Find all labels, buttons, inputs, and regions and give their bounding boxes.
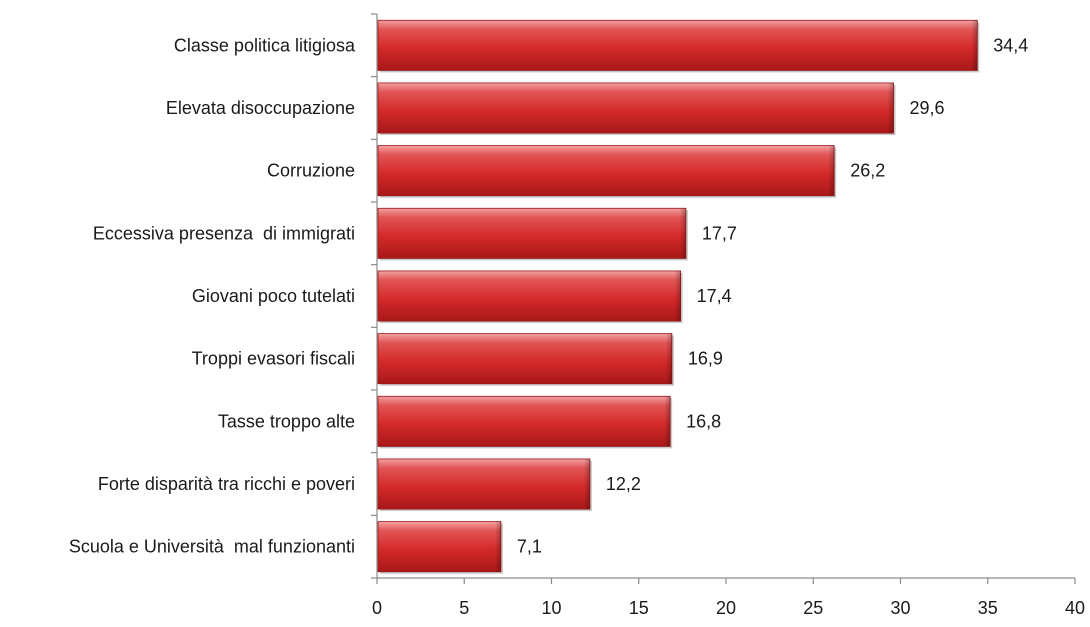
category-label: Forte disparità tra ricchi e poveri [98,474,355,494]
x-tick-label: 10 [541,598,561,618]
bar-end-shade [665,333,672,384]
category-label: Corruzione [267,161,355,181]
bar [377,458,591,510]
x-tick-label: 30 [890,598,910,618]
bar [377,207,687,259]
bar [377,333,673,385]
x-tick-label: 25 [803,598,823,618]
data-label: 12,2 [606,474,641,494]
x-tick-label: 5 [459,598,469,618]
category-label: Eccessiva presenza di immigrati [93,223,355,243]
data-label: 29,6 [910,98,945,118]
bar-end-shade [679,208,686,259]
x-tick-label: 15 [629,598,649,618]
bar-end-shade [887,82,894,134]
data-label: 17,4 [697,286,732,306]
category-label: Giovani poco tutelati [192,286,355,306]
labels: 0 5 10 15 20 25 30 35 40 Classe politica litigios… [69,35,1085,618]
bar [377,145,835,197]
bar-end-shade [971,20,978,71]
category-label: Troppi evasori fiscali [192,349,355,369]
bar-end-shade [828,145,835,196]
data-label: 7,1 [517,537,542,557]
bar-end-shade [674,270,681,322]
data-label: 26,2 [850,161,885,181]
data-label: 16,9 [688,349,723,369]
bar [377,19,978,71]
bar-end-shade [664,396,671,447]
x-tick-label: 20 [716,598,736,618]
bar [377,395,671,447]
x-tick-label: 40 [1065,598,1085,618]
data-label: 34,4 [993,35,1028,55]
bar-end-shade [494,521,501,572]
category-label: Elevata disoccupazione [166,98,355,118]
bar [377,521,502,573]
x-tick-label: 35 [978,598,998,618]
x-tick-label: 0 [372,598,382,618]
bars [377,19,980,574]
category-label: Scuola e Università mal funzionanti [69,537,355,557]
bar [377,270,682,322]
bar-end-shade [583,458,590,510]
data-label: 17,7 [702,223,737,243]
bar [377,82,894,134]
category-label: Tasse troppo alte [218,411,355,431]
category-label: Classe politica litigiosa [174,35,356,55]
axes [371,13,1076,584]
data-label: 16,8 [686,411,721,431]
